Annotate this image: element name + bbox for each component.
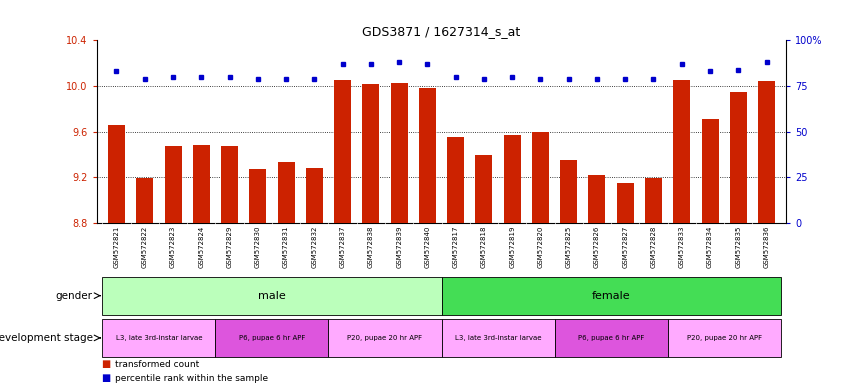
Bar [560,160,577,223]
Text: GSM572818: GSM572818 [481,225,487,268]
Text: GSM572832: GSM572832 [311,225,317,268]
Title: GDS3871 / 1627314_s_at: GDS3871 / 1627314_s_at [362,25,521,38]
Text: transformed count: transformed count [115,359,199,369]
Text: GSM572833: GSM572833 [679,225,685,268]
Bar [165,146,182,223]
Text: L3, late 3rd-instar larvae: L3, late 3rd-instar larvae [116,335,202,341]
Bar [362,84,379,223]
Bar [249,169,267,223]
FancyBboxPatch shape [442,319,554,357]
Text: GSM572822: GSM572822 [142,225,148,268]
FancyBboxPatch shape [554,319,668,357]
Text: GSM572817: GSM572817 [452,225,458,268]
Text: P20, pupae 20 hr APF: P20, pupae 20 hr APF [347,335,422,341]
FancyBboxPatch shape [215,319,329,357]
Text: GSM572825: GSM572825 [566,225,572,268]
Text: GSM572835: GSM572835 [735,225,741,268]
Bar [391,83,408,223]
Bar [447,137,464,223]
FancyBboxPatch shape [668,319,780,357]
FancyBboxPatch shape [329,319,442,357]
Bar [334,80,351,223]
Text: GSM572840: GSM572840 [425,225,431,268]
Text: development stage: development stage [0,333,93,343]
Text: GSM572831: GSM572831 [283,225,289,268]
Text: GSM572828: GSM572828 [650,225,657,268]
Text: GSM572830: GSM572830 [255,225,261,268]
Text: L3, late 3rd-instar larvae: L3, late 3rd-instar larvae [455,335,542,341]
Text: gender: gender [56,291,93,301]
Text: GSM572839: GSM572839 [396,225,402,268]
Bar [616,183,634,223]
Text: female: female [592,291,631,301]
Text: ■: ■ [101,373,110,383]
Text: percentile rank within the sample: percentile rank within the sample [115,374,268,383]
Text: GSM572836: GSM572836 [764,225,770,268]
Bar [504,135,521,223]
Text: GSM572821: GSM572821 [114,225,119,268]
FancyBboxPatch shape [442,276,780,315]
Bar [730,92,747,223]
Text: GSM572823: GSM572823 [170,225,176,268]
Bar [419,88,436,223]
Text: GSM572820: GSM572820 [537,225,543,268]
FancyBboxPatch shape [103,319,215,357]
Bar [645,178,662,223]
Text: male: male [258,291,286,301]
Bar [589,175,606,223]
Text: GSM572824: GSM572824 [198,225,204,268]
Bar [758,81,775,223]
Bar [136,178,153,223]
Text: GSM572826: GSM572826 [594,225,600,268]
Text: P6, pupae 6 hr APF: P6, pupae 6 hr APF [239,335,305,341]
Text: GSM572838: GSM572838 [368,225,374,268]
Bar [221,146,238,223]
FancyBboxPatch shape [103,276,442,315]
Bar [278,162,294,223]
Bar [306,168,323,223]
Bar [532,132,549,223]
Text: GSM572834: GSM572834 [707,225,713,268]
Text: P20, pupae 20 hr APF: P20, pupae 20 hr APF [686,335,762,341]
Text: GSM572827: GSM572827 [622,225,628,268]
Bar [701,119,718,223]
Bar [193,145,209,223]
Text: P6, pupae 6 hr APF: P6, pupae 6 hr APF [578,335,644,341]
Text: GSM572829: GSM572829 [226,225,233,268]
Bar [475,156,492,223]
Bar [108,125,125,223]
Text: ■: ■ [101,359,110,369]
Bar [674,80,690,223]
Text: GSM572837: GSM572837 [340,225,346,268]
Text: GSM572819: GSM572819 [509,225,516,268]
